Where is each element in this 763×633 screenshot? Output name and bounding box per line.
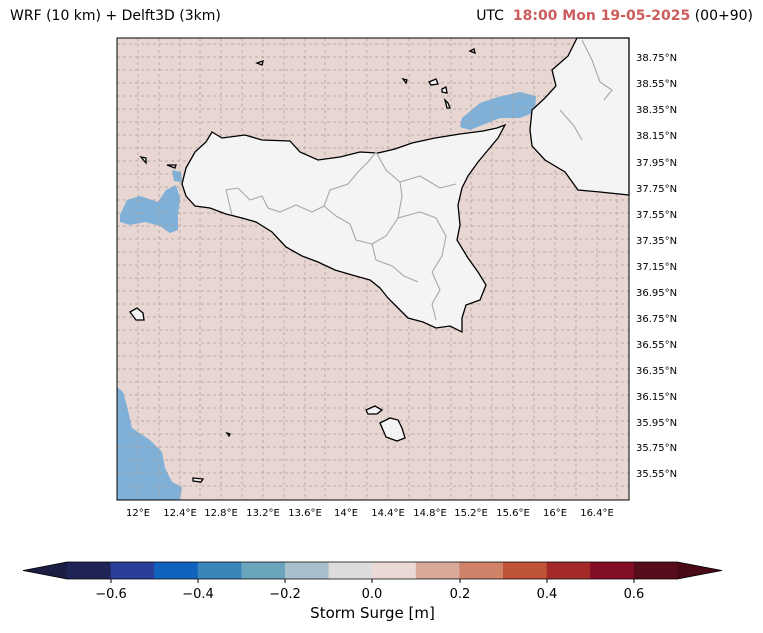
colorbar-extend-min (23, 562, 67, 579)
lon-label: 13.2°E (246, 508, 280, 519)
linosa (192, 477, 205, 483)
lat-label: 38.75°N (636, 53, 677, 64)
aeolian-2 (443, 97, 451, 109)
lat-label: 37.95°N (636, 158, 677, 169)
colorbar-segment (197, 562, 242, 579)
lon-label: 12.4°E (163, 508, 197, 519)
lon-label: 14°E (334, 508, 358, 519)
colorbar-segment (459, 562, 504, 579)
surge-zone-west-coast (120, 185, 180, 233)
lat-label: 38.55°N (636, 79, 677, 90)
lat-label: 37.35°N (636, 236, 677, 247)
lat-label: 38.35°N (636, 105, 677, 116)
colorbar-segment (503, 562, 548, 579)
lat-label: 37.75°N (636, 184, 677, 195)
land-masses (129, 37, 630, 483)
colorbar-title: Storm Surge [m] (310, 604, 435, 622)
colorbar-tick-label: 0.6 (624, 587, 645, 602)
sicily-island (181, 123, 507, 334)
lat-label: 37.55°N (636, 210, 677, 221)
colorbar-segment (546, 562, 591, 579)
colorbar-tick-label: 0.0 (362, 587, 383, 602)
lon-label: 14.8°E (413, 508, 447, 519)
map-frame (116, 37, 630, 501)
utc-label: UTC (476, 8, 504, 24)
model-title: WRF (10 km) + Delft3D (3km) (10, 8, 221, 24)
colorbar-segment (285, 562, 330, 579)
egadi-2 (166, 164, 177, 169)
colorbar-segment (633, 562, 678, 579)
lat-label: 36.95°N (636, 288, 677, 299)
lon-label: 13.6°E (288, 508, 322, 519)
surge-zone-tyrrhenian (460, 92, 536, 130)
lat-labels: 38.75°N 38.55°N 38.35°N 38.15°N 37.95°N … (636, 53, 677, 480)
lat-label: 36.35°N (636, 366, 677, 377)
valid-time: 18:00 Mon 19-05-2025 (512, 8, 691, 24)
lat-label: 35.55°N (636, 469, 677, 480)
surge-zone-southwest (117, 387, 182, 500)
lon-label: 16°E (543, 508, 567, 519)
lat-label: 36.75°N (636, 314, 677, 325)
pantelleria (129, 307, 145, 321)
colorbar-segment (415, 562, 460, 579)
lon-label: 15.2°E (454, 508, 488, 519)
lon-label: 16.4°E (580, 508, 614, 519)
lat-label: 36.55°N (636, 340, 677, 351)
colorbar-outline (22, 561, 723, 580)
aeolian-3 (441, 86, 448, 94)
colorbar-tick-label: −0.4 (182, 587, 214, 602)
colorbar-segment (154, 562, 199, 579)
ustica (255, 60, 264, 66)
lat-label: 37.15°N (636, 262, 677, 273)
colorbar-tick-label: 0.2 (450, 587, 471, 602)
gozo (365, 405, 384, 415)
colorbar-segment (67, 562, 112, 579)
egadi-1 (139, 156, 147, 165)
lat-label: 36.15°N (636, 392, 677, 403)
lon-label: 12.8°E (204, 508, 238, 519)
colorbar-segment (110, 562, 155, 579)
aeolian-1 (428, 78, 439, 86)
lon-labels: 12°E 12.4°E 12.8°E 13.2°E 13.6°E 14°E 14… (126, 508, 614, 519)
colorbar-segment (328, 562, 373, 579)
colorbar-tick-label: −0.6 (95, 587, 127, 602)
province-boundaries (225, 39, 613, 321)
colorbar-segment (241, 562, 286, 579)
colorbar (22, 561, 723, 583)
aeolian-5 (468, 48, 476, 55)
forecast-time-header: UTC 18:00 Mon 19-05-2025 (00+90) (476, 8, 753, 24)
lon-label: 15.6°E (496, 508, 530, 519)
colorbar-tick-labels: −0.6 −0.4 −0.2 0.0 0.2 0.4 0.6 (95, 587, 644, 602)
lampione (225, 431, 231, 438)
colorbar-segment (590, 562, 635, 579)
lead-time: (00+90) (694, 8, 753, 24)
lon-label: 14.4°E (371, 508, 405, 519)
malta (379, 417, 406, 442)
lat-label: 35.95°N (636, 418, 677, 429)
lat-label: 38.15°N (636, 131, 677, 142)
negative-surge-zones (117, 92, 536, 500)
colorbar-tick-label: 0.4 (537, 587, 558, 602)
surge-zone-northwest (172, 170, 182, 182)
colorbar-extend-max (677, 562, 722, 579)
lat-label: 35.75°N (636, 443, 677, 454)
calabria (529, 37, 630, 196)
colorbar-tick-label: −0.2 (269, 587, 301, 602)
colorbar-segment (372, 562, 417, 579)
lon-label: 12°E (126, 508, 150, 519)
aeolian-4 (401, 77, 408, 85)
